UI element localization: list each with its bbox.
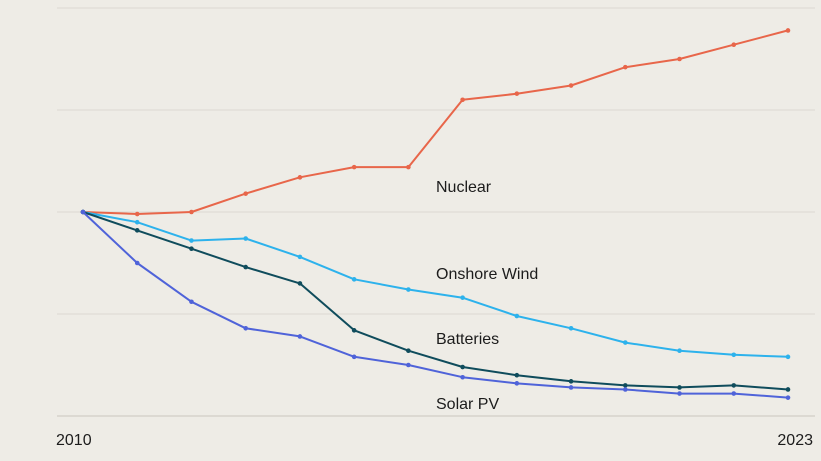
data-point-onshore-wind bbox=[189, 238, 194, 243]
data-point-nuclear bbox=[243, 191, 248, 196]
data-point-solar-pv bbox=[351, 354, 357, 360]
data-point-onshore-wind bbox=[677, 348, 682, 354]
data-point-batteries bbox=[460, 364, 465, 370]
data-point-solar-pv bbox=[80, 209, 86, 215]
data-point-onshore-wind bbox=[514, 313, 520, 319]
data-point-solar-pv bbox=[297, 334, 303, 339]
data-point-solar-pv bbox=[785, 395, 791, 400]
data-point-batteries bbox=[731, 383, 737, 388]
data-point-onshore-wind bbox=[731, 352, 737, 358]
data-point-solar-pv bbox=[460, 374, 465, 380]
series-line-solar-pv bbox=[82, 211, 789, 399]
series-label-onshore-wind: Onshore Wind bbox=[436, 266, 538, 283]
data-point-solar-pv bbox=[623, 387, 628, 392]
data-point-nuclear bbox=[134, 211, 140, 217]
series-line-nuclear bbox=[82, 29, 789, 215]
data-point-batteries bbox=[514, 372, 520, 378]
data-point-onshore-wind bbox=[406, 287, 411, 292]
data-point-onshore-wind bbox=[785, 354, 791, 360]
data-point-solar-pv bbox=[134, 260, 140, 266]
data-point-batteries bbox=[785, 387, 791, 392]
data-point-nuclear bbox=[189, 209, 194, 215]
data-point-batteries bbox=[243, 264, 248, 270]
data-point-solar-pv bbox=[568, 385, 574, 390]
data-point-nuclear bbox=[785, 28, 791, 33]
data-point-onshore-wind bbox=[134, 219, 140, 225]
data-point-batteries bbox=[406, 348, 411, 354]
data-point-onshore-wind bbox=[568, 325, 574, 331]
data-point-batteries bbox=[134, 228, 140, 233]
x-tick-label-end: 2023 bbox=[777, 432, 813, 449]
series-line-batteries bbox=[82, 211, 789, 391]
series-label-solar-pv: Solar PV bbox=[436, 396, 499, 413]
data-point-onshore-wind bbox=[623, 340, 628, 345]
series-label-nuclear: Nuclear bbox=[436, 179, 492, 196]
data-point-nuclear bbox=[731, 42, 737, 48]
series-points bbox=[80, 28, 791, 400]
data-point-batteries bbox=[189, 246, 194, 252]
data-point-solar-pv bbox=[514, 381, 520, 386]
data-point-batteries bbox=[297, 281, 303, 286]
data-point-nuclear bbox=[406, 164, 411, 170]
data-point-solar-pv bbox=[406, 362, 411, 368]
data-point-onshore-wind bbox=[243, 236, 248, 241]
data-point-onshore-wind bbox=[297, 254, 303, 260]
series-lines bbox=[82, 29, 789, 399]
data-point-solar-pv bbox=[243, 325, 248, 331]
data-point-nuclear bbox=[514, 91, 520, 96]
series-label-batteries: Batteries bbox=[436, 331, 499, 348]
data-point-solar-pv bbox=[189, 299, 194, 305]
data-point-solar-pv bbox=[677, 391, 682, 396]
data-point-onshore-wind bbox=[351, 277, 357, 282]
data-point-nuclear bbox=[460, 97, 465, 103]
x-tick-label-start: 2010 bbox=[56, 432, 92, 449]
data-point-batteries bbox=[623, 383, 628, 388]
data-point-batteries bbox=[568, 379, 574, 384]
data-point-solar-pv bbox=[731, 391, 737, 396]
data-point-batteries bbox=[677, 385, 682, 390]
data-point-nuclear bbox=[351, 164, 357, 170]
data-point-nuclear bbox=[568, 83, 574, 88]
series-line-onshore-wind bbox=[82, 211, 789, 358]
data-point-batteries bbox=[351, 328, 357, 333]
data-point-onshore-wind bbox=[460, 295, 465, 300]
data-point-nuclear bbox=[623, 64, 628, 70]
data-point-nuclear bbox=[677, 56, 682, 62]
data-point-nuclear bbox=[297, 175, 303, 180]
